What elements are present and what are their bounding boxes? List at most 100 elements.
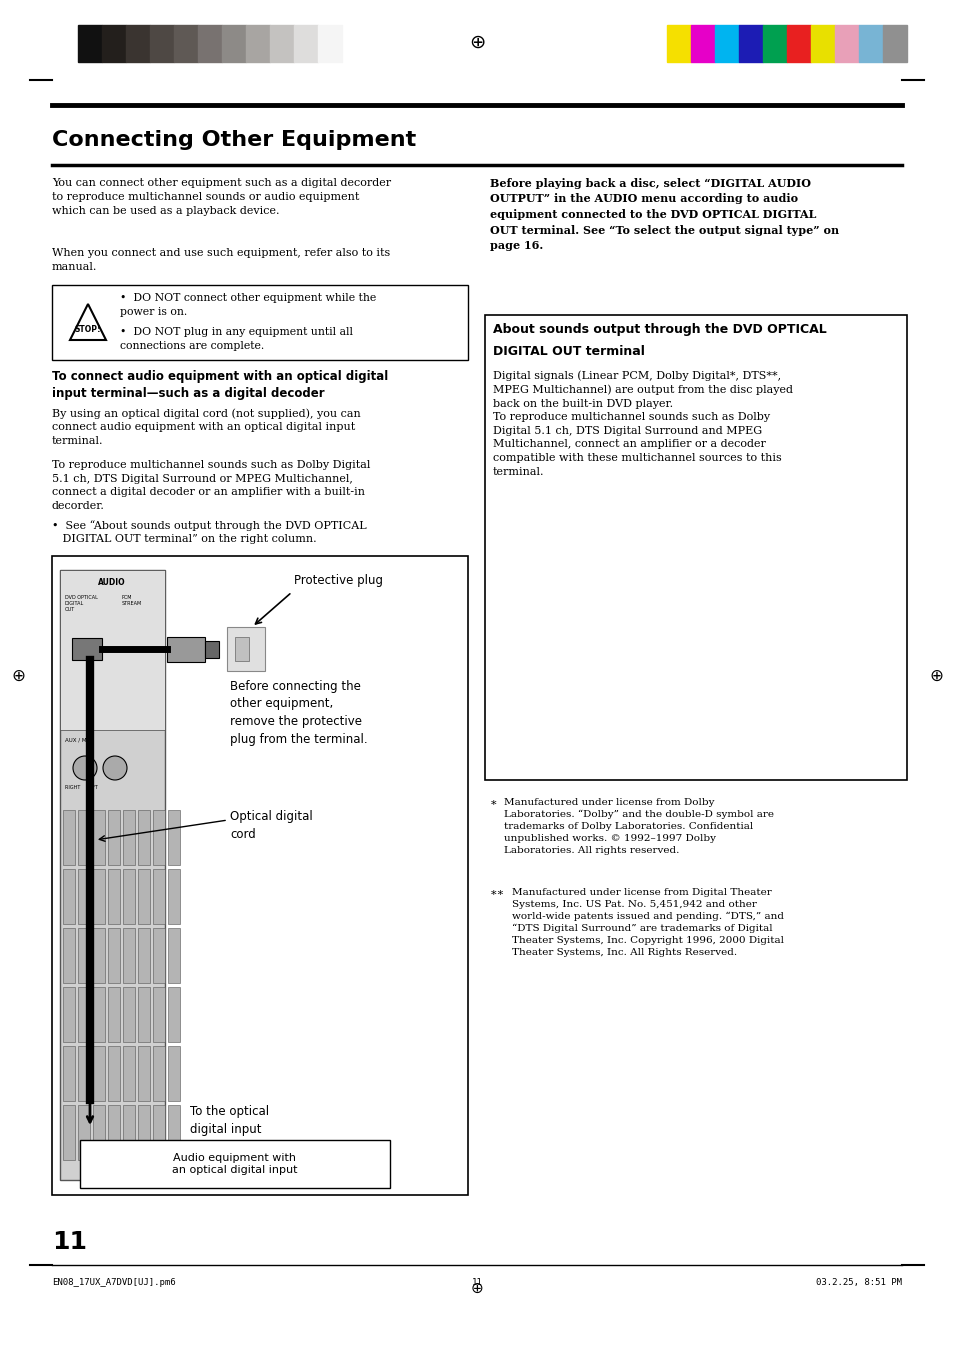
Bar (92, 928, 105, 984)
Bar (152, 869, 165, 924)
Bar (150, 26, 173, 62)
Bar (108, 1105, 120, 1161)
Text: AUX / MD: AUX / MD (65, 738, 91, 743)
Text: RIGHT    LEFT: RIGHT LEFT (65, 785, 98, 790)
Text: •  DO NOT connect other equipment while the
power is on.: • DO NOT connect other equipment while t… (120, 293, 375, 316)
Bar (168, 988, 180, 1042)
Bar (168, 869, 180, 924)
Bar (152, 1105, 165, 1161)
Bar (152, 811, 165, 865)
Bar (63, 811, 75, 865)
Bar (108, 1046, 120, 1101)
Bar (78, 1046, 90, 1101)
Text: ∗∗: ∗∗ (490, 888, 505, 898)
Bar (714, 26, 739, 62)
Bar (123, 928, 135, 984)
Bar (92, 988, 105, 1042)
Bar (138, 928, 150, 984)
Bar (173, 26, 198, 62)
Bar (52, 557, 468, 1196)
Bar (63, 1046, 75, 1101)
Text: ⊕: ⊕ (468, 32, 485, 51)
Text: AUDIO: AUDIO (98, 578, 126, 586)
Bar (222, 26, 246, 62)
Bar (246, 26, 270, 62)
Bar (63, 1105, 75, 1161)
Text: 11: 11 (52, 1229, 87, 1254)
Bar (92, 869, 105, 924)
Bar (168, 811, 180, 865)
Bar (152, 928, 165, 984)
Bar (205, 640, 219, 658)
Bar (317, 26, 341, 62)
Bar (138, 988, 150, 1042)
Text: •  DO NOT plug in any equipment until all
connections are complete.: • DO NOT plug in any equipment until all… (120, 327, 353, 351)
Bar (108, 869, 120, 924)
Circle shape (73, 757, 97, 780)
Text: ∗: ∗ (490, 798, 497, 808)
Bar (167, 638, 205, 662)
Bar (60, 570, 165, 730)
Bar (123, 1105, 135, 1161)
Bar (168, 1046, 180, 1101)
Bar (92, 1105, 105, 1161)
Bar (234, 638, 249, 661)
Bar (60, 570, 165, 1179)
Bar (71, 638, 102, 661)
Bar (78, 26, 102, 62)
Bar (168, 1105, 180, 1161)
Text: 11: 11 (471, 1278, 482, 1288)
Text: Manufactured under license from Dolby
Laboratories. “Dolby” and the double-D sym: Manufactured under license from Dolby La… (503, 798, 773, 855)
Bar (92, 1046, 105, 1101)
Bar (690, 26, 714, 62)
Bar (858, 26, 882, 62)
Bar (78, 988, 90, 1042)
Text: PCM
STREAM: PCM STREAM (122, 594, 142, 605)
Bar (138, 1105, 150, 1161)
Text: To connect audio equipment with an optical digital
input terminal—such as a digi: To connect audio equipment with an optic… (52, 370, 388, 400)
Bar (152, 1046, 165, 1101)
Polygon shape (70, 304, 106, 340)
Bar (138, 869, 150, 924)
Text: Digital signals (Linear PCM, Dolby Digital*, DTS**,
MPEG Multichannel) are outpu: Digital signals (Linear PCM, Dolby Digit… (493, 370, 792, 477)
Text: ⊕: ⊕ (470, 1281, 483, 1296)
Bar (123, 988, 135, 1042)
Text: About sounds output through the DVD OPTICAL: About sounds output through the DVD OPTI… (493, 323, 826, 336)
Text: DVD OPTICAL
DIGITAL
OUT: DVD OPTICAL DIGITAL OUT (65, 594, 98, 612)
Bar (92, 811, 105, 865)
Bar (78, 928, 90, 984)
Bar (138, 1046, 150, 1101)
Text: ⊕: ⊕ (928, 666, 942, 685)
Text: You can connect other equipment such as a digital decorder
to reproduce multicha: You can connect other equipment such as … (52, 178, 391, 216)
Bar (78, 1105, 90, 1161)
Bar (739, 26, 762, 62)
Text: When you connect and use such equipment, refer also to its
manual.: When you connect and use such equipment,… (52, 249, 390, 272)
Bar (123, 1046, 135, 1101)
Bar (126, 26, 150, 62)
Bar (108, 928, 120, 984)
Bar (123, 811, 135, 865)
Bar (810, 26, 834, 62)
Bar (168, 928, 180, 984)
Text: To reproduce multichannel sounds such as Dolby Digital
5.1 ch, DTS Digital Surro: To reproduce multichannel sounds such as… (52, 459, 370, 511)
Text: By using an optical digital cord (not supplied), you can
connect audio equipment: By using an optical digital cord (not su… (52, 408, 360, 446)
Text: DIGITAL OUT terminal: DIGITAL OUT terminal (493, 345, 644, 358)
Text: ⊕: ⊕ (11, 666, 25, 685)
Text: STOP!: STOP! (74, 326, 101, 335)
Bar (80, 1140, 390, 1188)
Bar (108, 811, 120, 865)
Text: Audio equipment with
an optical digital input: Audio equipment with an optical digital … (172, 1152, 297, 1175)
Bar (227, 627, 265, 671)
Text: Before playing back a disc, select “DIGITAL AUDIO
OUTPUT” in the AUDIO menu acco: Before playing back a disc, select “DIGI… (490, 178, 839, 251)
Bar (270, 26, 294, 62)
Bar (108, 988, 120, 1042)
Bar (123, 869, 135, 924)
Text: EN08_17UX_A7DVD[UJ].pm6: EN08_17UX_A7DVD[UJ].pm6 (52, 1278, 175, 1288)
Text: Manufactured under license from Digital Theater
Systems, Inc. US Pat. No. 5,451,: Manufactured under license from Digital … (512, 888, 783, 957)
Text: Optical digital
cord: Optical digital cord (230, 811, 313, 840)
Bar (102, 26, 126, 62)
Bar (198, 26, 222, 62)
Bar (63, 928, 75, 984)
Bar (666, 26, 690, 62)
Bar (294, 26, 317, 62)
